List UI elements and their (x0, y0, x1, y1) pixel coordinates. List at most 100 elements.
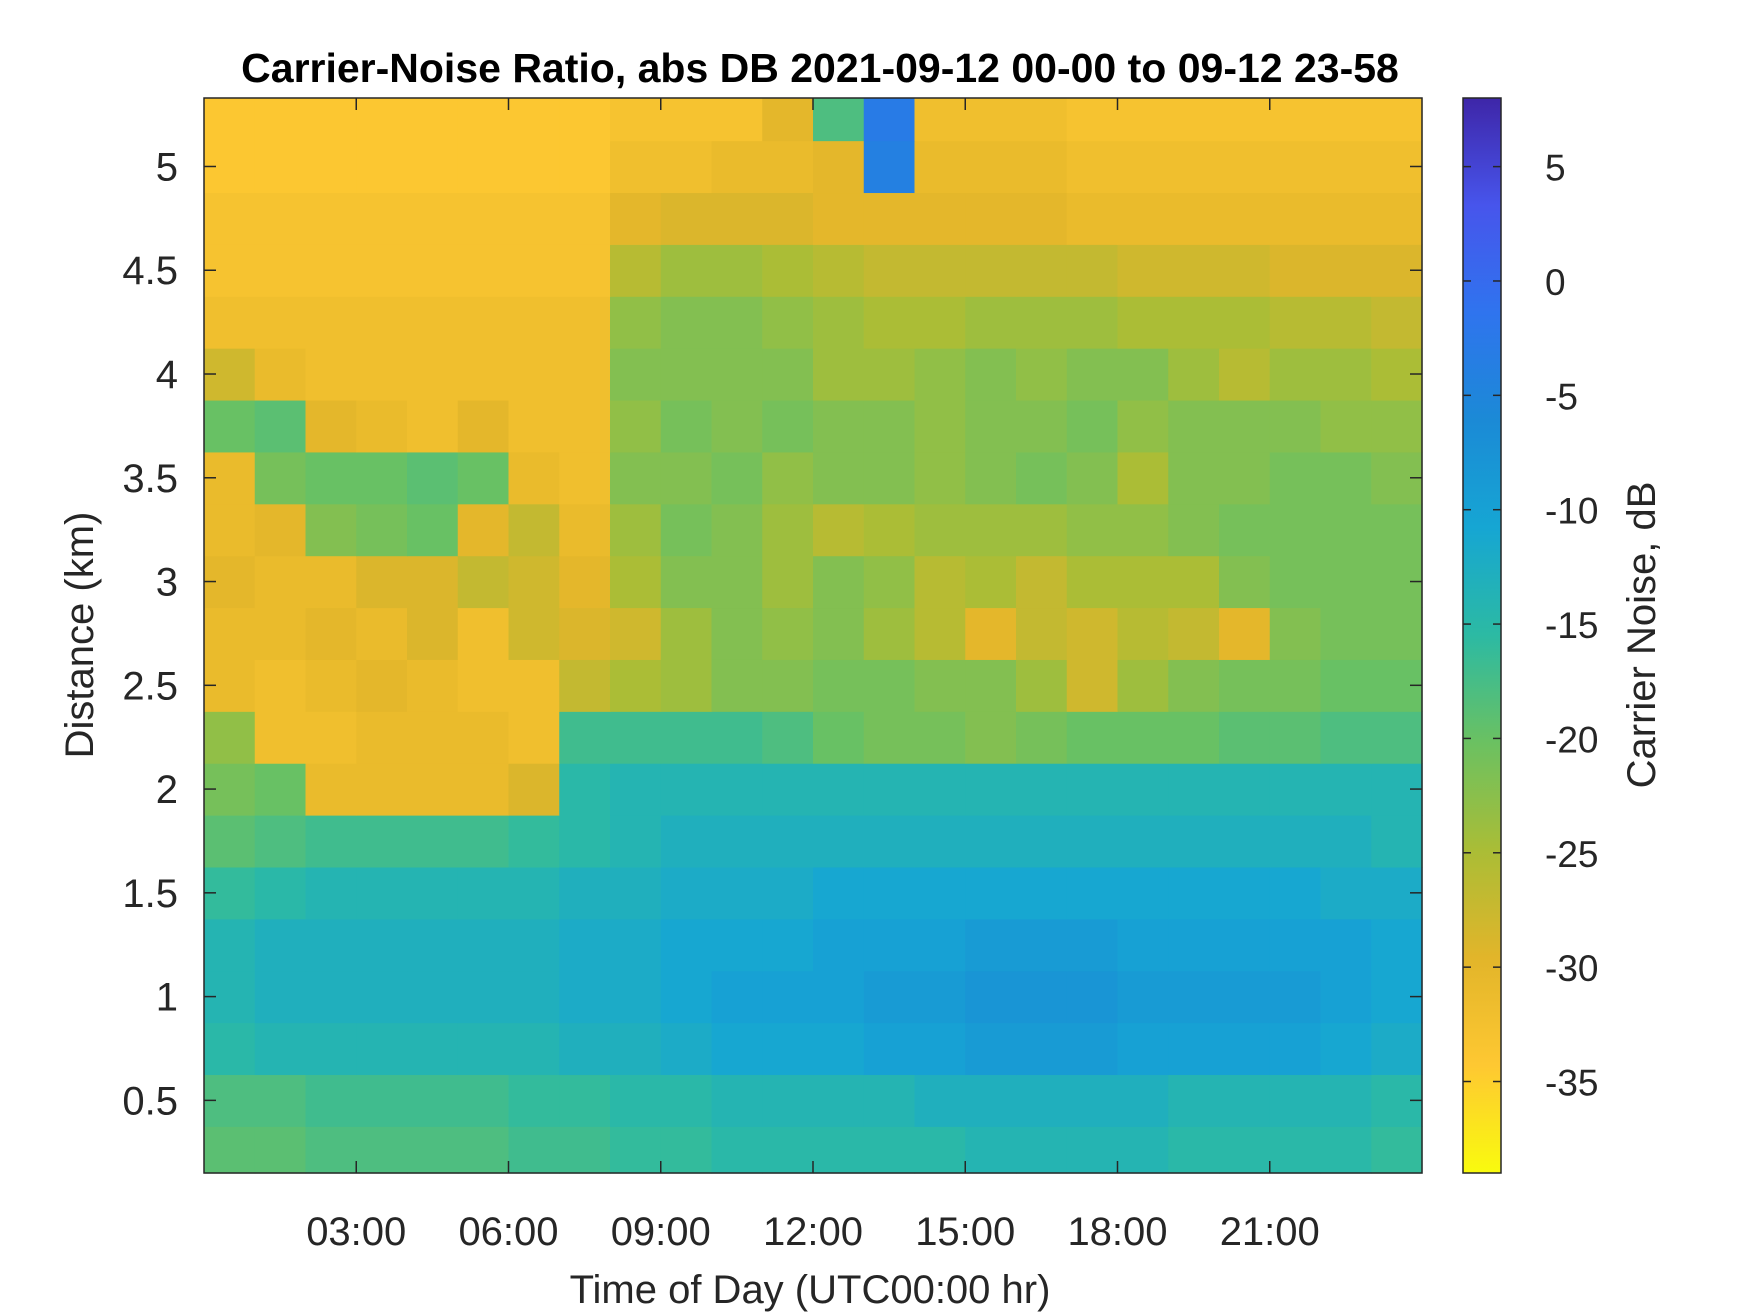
heatmap-cell (914, 763, 966, 816)
heatmap-cell (508, 296, 560, 349)
heatmap-cell (1219, 503, 1271, 557)
heatmap-cell (711, 866, 763, 920)
heatmap-cell (457, 763, 510, 816)
heatmap-cell (508, 659, 560, 712)
heatmap-cell (762, 866, 814, 920)
heatmap-cell (914, 98, 966, 142)
heatmap-cell (1117, 244, 1169, 297)
heatmap-cell (407, 503, 459, 557)
heatmap-cell (660, 918, 713, 972)
heatmap-cell (508, 815, 560, 868)
heatmap-cell (508, 140, 560, 194)
heatmap-cell (1168, 970, 1220, 1024)
heatmap-cell (813, 866, 865, 920)
heatmap-cell (711, 451, 763, 505)
heatmap-cell (559, 866, 611, 920)
heatmap-cell (965, 348, 1017, 401)
heatmap-cell (863, 451, 916, 505)
heatmap-cell (660, 711, 713, 764)
colorbar-tick-label: -5 (1545, 376, 1578, 417)
heatmap-cell (204, 399, 256, 453)
heatmap-cell (1117, 192, 1169, 245)
heatmap-cell (457, 711, 510, 764)
heatmap-cell (508, 711, 560, 764)
heatmap-cell (711, 98, 763, 142)
heatmap-cell (863, 607, 916, 660)
heatmap-cell (407, 866, 459, 920)
heatmap-cell (1219, 140, 1271, 194)
heatmap-cell (610, 399, 662, 453)
heatmap-cell (1066, 1022, 1119, 1076)
heatmap-cell (1269, 607, 1322, 660)
heatmap-cell (356, 1126, 408, 1174)
heatmap-cell (863, 763, 916, 816)
heatmap-cell (1016, 503, 1068, 557)
heatmap-cell (1168, 763, 1220, 816)
x-tick-label: 21:00 (1220, 1210, 1320, 1254)
y-tick-label: 4.5 (122, 249, 178, 293)
heatmap-cell (407, 98, 459, 142)
heatmap-cell (660, 399, 713, 453)
heatmap-cell (1371, 503, 1423, 557)
heatmap-cell (813, 503, 865, 557)
heatmap-cell (1117, 918, 1169, 972)
heatmap-cell (457, 399, 510, 453)
heatmap-cell (660, 555, 713, 609)
heatmap-cell (559, 918, 611, 972)
heatmap-cell (965, 711, 1017, 764)
heatmap-cell (305, 140, 357, 194)
heatmap-cell (356, 918, 408, 972)
y-tick-label: 5 (156, 145, 178, 189)
heatmap-cell (356, 244, 408, 297)
heatmap-cell (305, 192, 357, 245)
heatmap-cell (914, 244, 966, 297)
heatmap-cell (1371, 399, 1423, 453)
heatmap-cell (457, 555, 510, 609)
heatmap-cell (1269, 1022, 1322, 1076)
heatmap-cell (1219, 399, 1271, 453)
heatmap-cell (610, 1074, 662, 1127)
heatmap-cell (1320, 659, 1372, 712)
heatmap-cell (254, 348, 307, 401)
heatmap-cell (863, 140, 916, 194)
heatmap-cell (305, 763, 357, 816)
heatmap-cell (813, 192, 865, 245)
colorbar-tick-label: -15 (1545, 605, 1598, 646)
heatmap-cell (610, 140, 662, 194)
heatmap-cell (1168, 1022, 1220, 1076)
x-tick-label: 03:00 (306, 1210, 406, 1254)
heatmap-cell (1219, 555, 1271, 609)
heatmap-cell (1016, 1074, 1068, 1127)
heatmap-cell (1117, 451, 1169, 505)
heatmap-cell (610, 98, 662, 142)
heatmap-cell (1066, 607, 1119, 660)
heatmap-cell (407, 555, 459, 609)
heatmap-cell (1066, 659, 1119, 712)
heatmap-cell (254, 503, 307, 557)
x-axis-label: Time of Day (UTC00:00 hr) (570, 1268, 1051, 1312)
heatmap-cell (1066, 503, 1119, 557)
heatmap-cell (610, 503, 662, 557)
heatmap-cell (610, 1126, 662, 1174)
heatmap-cell (762, 918, 814, 972)
heatmap-cell (610, 244, 662, 297)
heatmap-cell (254, 918, 307, 972)
heatmap-cell (965, 970, 1017, 1024)
heatmap-cell (813, 1074, 865, 1127)
heatmap-cell (1269, 763, 1322, 816)
heatmap-cell (610, 296, 662, 349)
chart-title: Carrier-Noise Ratio, abs DB 2021-09-12 0… (241, 45, 1399, 91)
colorbar-tick-label: -25 (1545, 834, 1598, 875)
heatmap-cell (813, 815, 865, 868)
heatmap-cell (1168, 296, 1220, 349)
heatmap-cell (1168, 244, 1220, 297)
heatmap-cell (965, 451, 1017, 505)
heatmap-cell (305, 348, 357, 401)
heatmap-cell (254, 711, 307, 764)
heatmap-cell (559, 815, 611, 868)
heatmap-cell (1219, 98, 1271, 142)
heatmap-cell (305, 399, 357, 453)
heatmap-cell (356, 659, 408, 712)
heatmap-cell (1269, 503, 1322, 557)
heatmap-cell (559, 711, 611, 764)
